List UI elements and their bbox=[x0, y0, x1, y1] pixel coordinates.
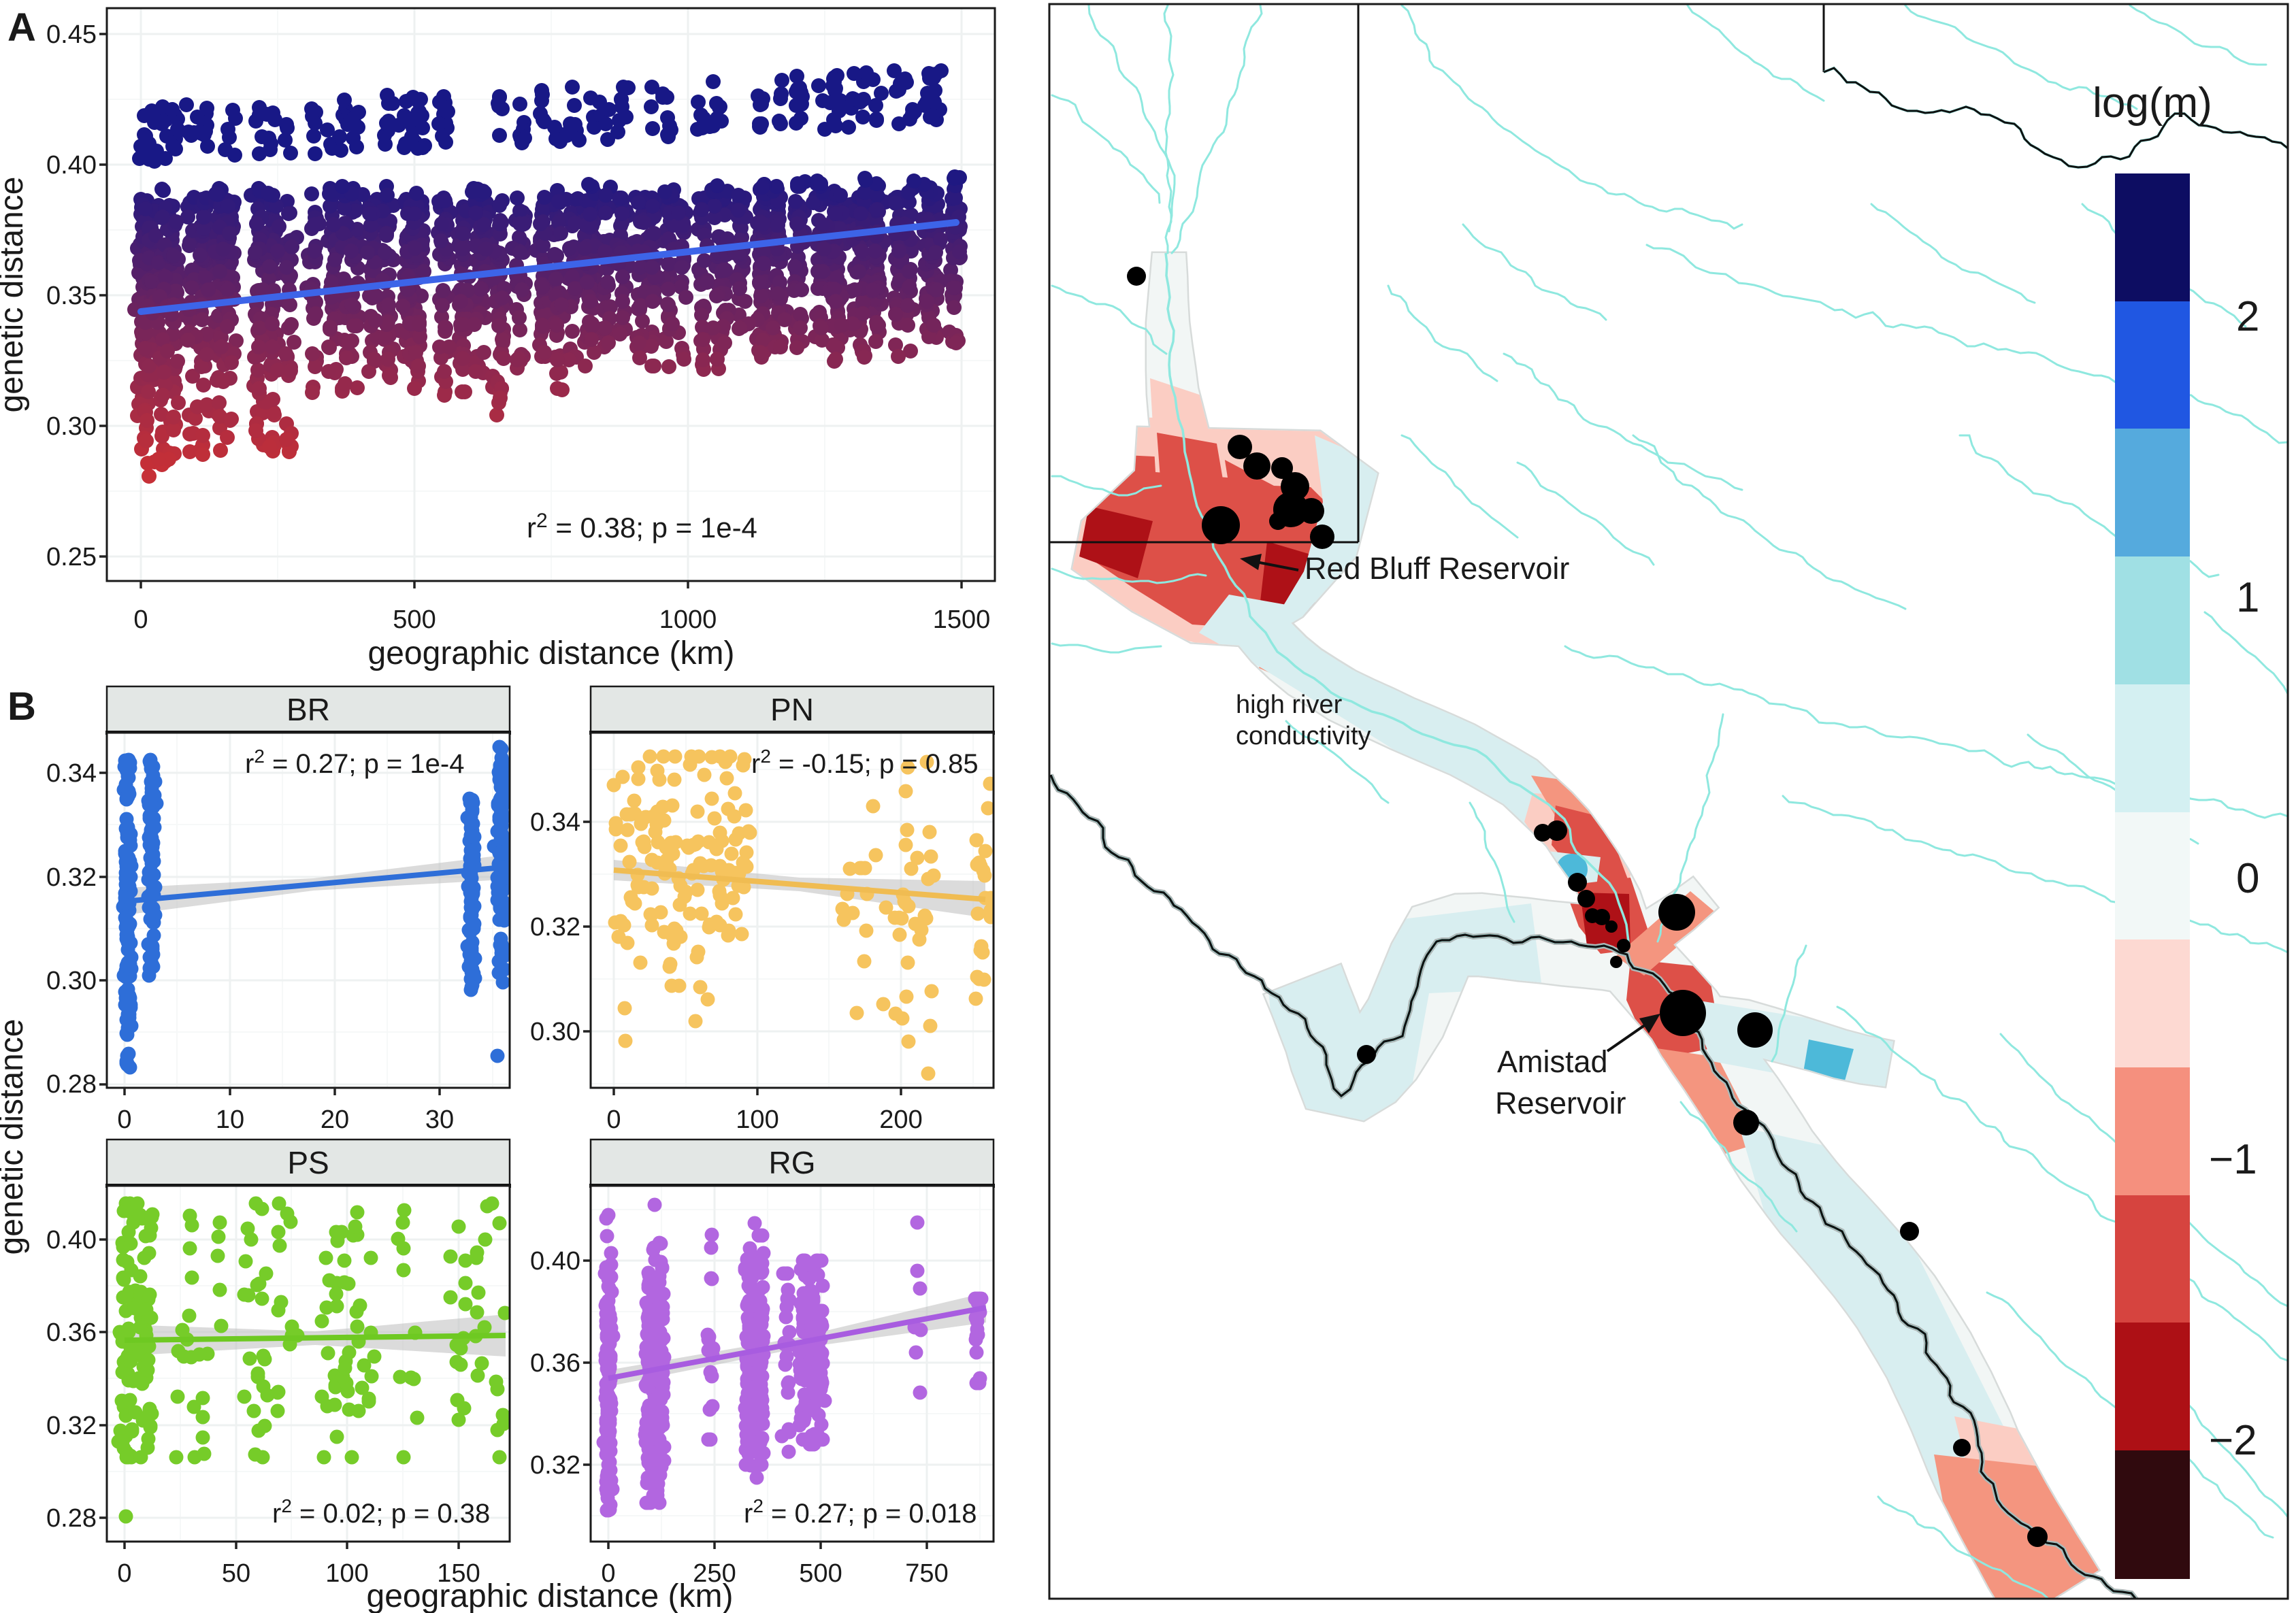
svg-text:B: B bbox=[7, 684, 36, 729]
svg-text:0.30: 0.30 bbox=[46, 412, 97, 441]
svg-text:500: 500 bbox=[393, 605, 436, 634]
svg-text:0: 0 bbox=[117, 1105, 131, 1134]
svg-text:geographic distance (km): geographic distance (km) bbox=[367, 1578, 734, 1613]
svg-text:750: 750 bbox=[905, 1559, 948, 1588]
svg-text:250: 250 bbox=[693, 1559, 736, 1588]
svg-text:0: 0 bbox=[2236, 855, 2259, 902]
svg-text:2: 2 bbox=[2236, 293, 2259, 340]
svg-text:150: 150 bbox=[437, 1559, 480, 1588]
svg-text:1: 1 bbox=[2236, 574, 2259, 621]
svg-text:0.36: 0.36 bbox=[530, 1349, 580, 1378]
svg-text:0: 0 bbox=[606, 1105, 621, 1134]
svg-text:genetic distance: genetic distance bbox=[0, 177, 30, 413]
svg-text:r2 = 0.02; p = 0.38: r2 = 0.02; p = 0.38 bbox=[272, 1495, 490, 1529]
svg-text:1500: 1500 bbox=[933, 605, 991, 634]
svg-text:10: 10 bbox=[216, 1105, 244, 1134]
svg-text:20: 20 bbox=[321, 1105, 349, 1134]
svg-text:0.30: 0.30 bbox=[46, 967, 97, 995]
svg-text:0.36: 0.36 bbox=[46, 1318, 97, 1347]
svg-text:0.40: 0.40 bbox=[46, 151, 97, 180]
svg-text:30: 30 bbox=[425, 1105, 454, 1134]
svg-text:0.28: 0.28 bbox=[46, 1504, 97, 1533]
svg-text:0.32: 0.32 bbox=[46, 863, 97, 892]
svg-text:0.40: 0.40 bbox=[530, 1247, 580, 1276]
svg-text:Amistad: Amistad bbox=[1497, 1044, 1608, 1079]
svg-text:1000: 1000 bbox=[659, 605, 717, 634]
svg-text:0: 0 bbox=[117, 1559, 131, 1588]
svg-text:0.45: 0.45 bbox=[46, 20, 97, 49]
svg-text:0.34: 0.34 bbox=[46, 759, 97, 788]
svg-text:0.32: 0.32 bbox=[530, 913, 580, 942]
svg-text:PS: PS bbox=[287, 1145, 329, 1180]
svg-text:BR: BR bbox=[286, 692, 330, 727]
svg-text:−2: −2 bbox=[2209, 1417, 2257, 1464]
svg-text:geographic distance (km): geographic distance (km) bbox=[368, 635, 735, 671]
svg-text:high river: high river bbox=[1236, 691, 1343, 719]
svg-text:0.30: 0.30 bbox=[530, 1018, 580, 1046]
svg-text:0.32: 0.32 bbox=[46, 1412, 97, 1440]
svg-text:0: 0 bbox=[133, 605, 148, 634]
svg-text:100: 100 bbox=[736, 1105, 778, 1134]
svg-text:0.40: 0.40 bbox=[46, 1226, 97, 1254]
svg-text:PN: PN bbox=[770, 692, 814, 727]
svg-text:conductivity: conductivity bbox=[1236, 722, 1371, 750]
svg-text:0.34: 0.34 bbox=[530, 808, 580, 837]
svg-text:r2 = 0.27; p = 1e-4: r2 = 0.27; p = 1e-4 bbox=[245, 746, 464, 779]
svg-text:r2 = -0.15; p = 0.85: r2 = -0.15; p = 0.85 bbox=[751, 746, 979, 779]
svg-text:A: A bbox=[7, 5, 36, 50]
svg-text:100: 100 bbox=[325, 1559, 368, 1588]
svg-text:0: 0 bbox=[601, 1559, 615, 1588]
svg-text:500: 500 bbox=[799, 1559, 842, 1588]
svg-text:r2 = 0.38; p = 1e-4: r2 = 0.38; p = 1e-4 bbox=[527, 510, 757, 544]
svg-text:Red Bluff Reservoir: Red Bluff Reservoir bbox=[1305, 551, 1569, 586]
svg-text:Reservoir: Reservoir bbox=[1495, 1086, 1626, 1120]
svg-text:200: 200 bbox=[879, 1105, 922, 1134]
svg-text:r2 = 0.27; p = 0.018: r2 = 0.27; p = 0.018 bbox=[744, 1495, 977, 1529]
svg-text:RG: RG bbox=[769, 1145, 816, 1180]
svg-text:genetic distance: genetic distance bbox=[0, 1019, 30, 1255]
svg-text:0.35: 0.35 bbox=[46, 282, 97, 310]
svg-text:0.32: 0.32 bbox=[530, 1451, 580, 1480]
svg-text:0.28: 0.28 bbox=[46, 1070, 97, 1099]
svg-text:log(m): log(m) bbox=[2093, 80, 2212, 127]
svg-text:0.25: 0.25 bbox=[46, 543, 97, 571]
svg-text:−1: −1 bbox=[2209, 1136, 2257, 1183]
svg-text:50: 50 bbox=[222, 1559, 250, 1588]
